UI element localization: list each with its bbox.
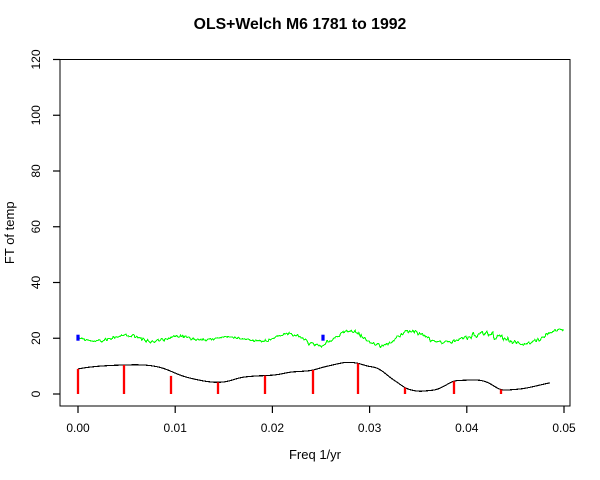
svg-text:100: 100 <box>29 105 43 125</box>
svg-text:0.02: 0.02 <box>261 421 285 435</box>
svg-text:80: 80 <box>29 164 43 178</box>
svg-text:40: 40 <box>29 276 43 290</box>
svg-text:FT of temp: FT of temp <box>2 201 17 264</box>
svg-text:0.01: 0.01 <box>164 421 188 435</box>
svg-text:20: 20 <box>29 331 43 345</box>
svg-text:0.04: 0.04 <box>455 421 479 435</box>
svg-text:0.05: 0.05 <box>552 421 576 435</box>
svg-text:60: 60 <box>29 220 43 234</box>
svg-text:0: 0 <box>29 390 43 397</box>
svg-text:0.03: 0.03 <box>358 421 382 435</box>
svg-text:0.00: 0.00 <box>66 421 90 435</box>
svg-text:120: 120 <box>29 49 43 69</box>
svg-text:Freq 1/yr: Freq 1/yr <box>289 447 342 462</box>
